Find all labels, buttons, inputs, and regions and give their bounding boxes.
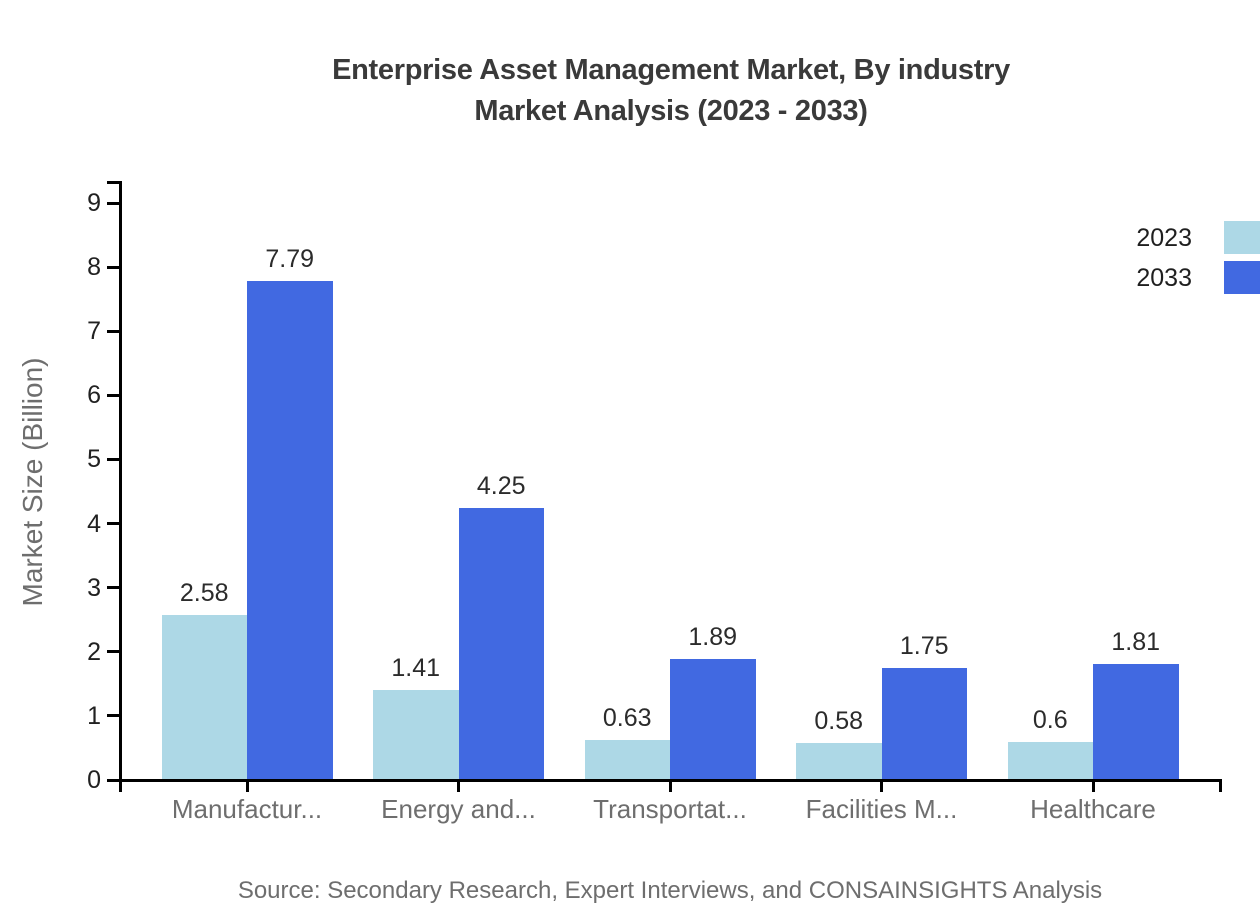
bar-2033-2 xyxy=(670,658,756,780)
chart-title: Enterprise Asset Management Market, By i… xyxy=(120,50,1222,132)
x-tick-6 xyxy=(1218,780,1222,792)
bar-2033-4 xyxy=(1093,663,1179,780)
x-tick-2 xyxy=(457,780,460,792)
y-tick-label-8: 8 xyxy=(87,253,101,282)
x-tick-4 xyxy=(880,780,883,792)
y-tick-9 xyxy=(107,201,120,205)
y-tick-8 xyxy=(107,265,120,269)
y-tick-label-2: 2 xyxy=(87,637,101,666)
bar-value-label-2023-2: 0.63 xyxy=(602,703,652,732)
source-note: Source: Secondary Research, Expert Inter… xyxy=(237,877,1103,904)
bar-2023-1 xyxy=(373,689,459,780)
y-tick-label-1: 1 xyxy=(87,701,101,730)
y-axis-top-cap xyxy=(107,181,120,184)
bar-value-label-2023-0: 2.58 xyxy=(179,578,229,607)
y-axis-line xyxy=(118,181,122,782)
x-tick-0 xyxy=(118,780,122,792)
chart-title-line1: Enterprise Asset Management Market, By i… xyxy=(332,54,1010,86)
bar-2033-0 xyxy=(247,280,333,780)
bar-2023-2 xyxy=(584,739,670,780)
bar-value-label-2023-3: 0.58 xyxy=(814,706,864,735)
y-tick-3 xyxy=(107,586,120,590)
x-tick-1 xyxy=(245,780,249,792)
x-category-label-4: Healthcare xyxy=(1030,794,1156,824)
bar-2023-3 xyxy=(796,742,882,780)
bar-value-label-2033-1: 4.25 xyxy=(476,471,526,500)
chart-title-line2: Market Analysis (2023 - 2033) xyxy=(474,95,868,127)
x-category-label-0: Manufactur... xyxy=(171,794,323,824)
y-tick-1 xyxy=(107,714,120,718)
bar-2023-4 xyxy=(1007,741,1093,780)
y-tick-label-9: 9 xyxy=(87,189,101,217)
bar-value-label-2023-1: 1.41 xyxy=(391,653,441,682)
y-tick-4 xyxy=(107,522,120,526)
y-tick-label-0: 0 xyxy=(87,766,101,794)
y-tick-label-4: 4 xyxy=(87,509,101,538)
x-tick-3 xyxy=(668,780,672,792)
bar-2033-1 xyxy=(458,507,544,780)
legend-label-2033: 2033 xyxy=(1136,264,1192,292)
bar-value-label-2033-4: 1.81 xyxy=(1111,627,1161,656)
y-tick-2 xyxy=(107,650,120,654)
y-tick-label-7: 7 xyxy=(87,317,101,346)
y-tick-5 xyxy=(107,457,120,461)
y-tick-label-5: 5 xyxy=(87,445,101,474)
legend-label-2023: 2023 xyxy=(1136,224,1192,252)
y-tick-6 xyxy=(107,393,120,397)
x-category-label-3: Facilities M... xyxy=(805,794,958,824)
y-tick-label-6: 6 xyxy=(87,381,101,410)
bar-2033-3 xyxy=(881,667,967,780)
x-category-label-2: Transportat... xyxy=(593,794,747,824)
x-category-label-1: Energy and... xyxy=(381,794,536,824)
bar-value-label-2023-4: 0.6 xyxy=(1032,705,1068,734)
legend-swatch-2033 xyxy=(1224,261,1260,294)
bar-value-label-2033-2: 1.89 xyxy=(688,622,738,651)
y-tick-7 xyxy=(107,329,120,333)
legend-swatch-2023 xyxy=(1224,221,1260,254)
bar-value-label-2033-0: 7.79 xyxy=(265,244,315,273)
x-tick-5 xyxy=(1091,780,1095,792)
bar-value-label-2033-3: 1.75 xyxy=(899,631,949,660)
y-tick-label-3: 3 xyxy=(87,573,101,602)
y-tick-0 xyxy=(107,778,120,782)
bar-2023-0 xyxy=(161,614,247,780)
